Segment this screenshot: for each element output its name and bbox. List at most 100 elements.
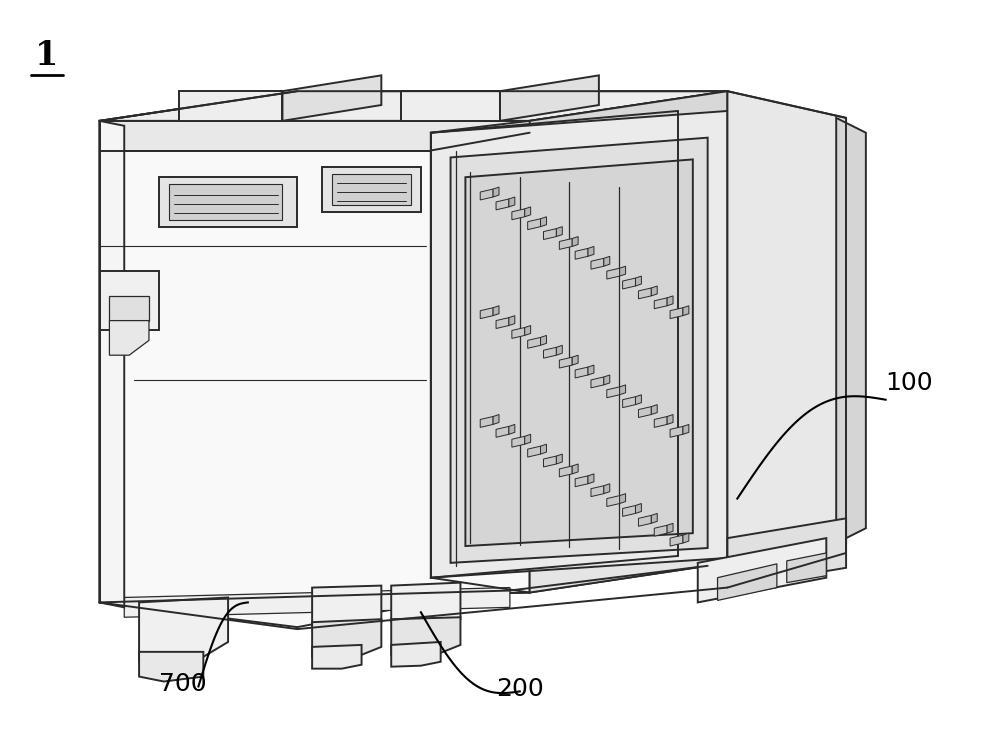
Polygon shape: [100, 271, 159, 330]
Polygon shape: [391, 617, 460, 655]
Polygon shape: [698, 538, 826, 603]
Polygon shape: [591, 486, 604, 497]
Polygon shape: [670, 535, 683, 546]
Polygon shape: [100, 121, 530, 603]
Polygon shape: [282, 75, 381, 121]
Text: 200: 200: [496, 677, 544, 701]
Polygon shape: [391, 642, 441, 667]
Polygon shape: [718, 564, 777, 601]
Polygon shape: [179, 91, 282, 121]
Polygon shape: [500, 75, 599, 121]
Polygon shape: [556, 227, 562, 236]
Polygon shape: [727, 518, 846, 588]
Polygon shape: [575, 248, 588, 260]
Polygon shape: [559, 466, 572, 477]
Polygon shape: [509, 424, 515, 434]
Polygon shape: [651, 404, 657, 415]
Polygon shape: [312, 619, 381, 656]
Polygon shape: [496, 199, 509, 210]
Polygon shape: [591, 258, 604, 269]
Polygon shape: [559, 357, 572, 368]
Polygon shape: [667, 415, 673, 424]
Polygon shape: [544, 348, 556, 358]
Polygon shape: [480, 416, 493, 427]
Polygon shape: [312, 645, 362, 668]
Polygon shape: [591, 377, 604, 388]
Polygon shape: [109, 296, 149, 321]
Polygon shape: [312, 586, 381, 625]
Polygon shape: [530, 91, 727, 151]
Polygon shape: [635, 276, 641, 286]
Polygon shape: [607, 268, 620, 279]
Polygon shape: [623, 278, 635, 289]
Polygon shape: [620, 494, 626, 504]
Polygon shape: [654, 525, 667, 536]
Polygon shape: [541, 444, 546, 454]
Polygon shape: [607, 387, 620, 398]
Polygon shape: [525, 207, 531, 217]
Polygon shape: [575, 476, 588, 486]
Polygon shape: [322, 167, 421, 212]
Text: 700: 700: [159, 672, 206, 697]
Polygon shape: [512, 436, 525, 447]
Polygon shape: [620, 385, 626, 395]
Polygon shape: [480, 189, 493, 200]
Polygon shape: [604, 483, 610, 494]
Polygon shape: [509, 197, 515, 207]
Polygon shape: [528, 337, 541, 348]
Polygon shape: [541, 336, 546, 345]
Polygon shape: [572, 464, 578, 474]
Polygon shape: [670, 427, 683, 437]
Polygon shape: [431, 111, 727, 577]
Polygon shape: [493, 306, 499, 316]
Polygon shape: [480, 308, 493, 319]
Polygon shape: [575, 367, 588, 378]
Polygon shape: [683, 533, 689, 543]
Polygon shape: [654, 298, 667, 309]
Polygon shape: [544, 228, 556, 239]
Polygon shape: [525, 434, 531, 444]
Polygon shape: [607, 495, 620, 507]
Polygon shape: [509, 316, 515, 325]
Polygon shape: [604, 375, 610, 385]
Polygon shape: [638, 407, 651, 418]
Polygon shape: [623, 506, 635, 516]
Text: 100: 100: [886, 371, 933, 395]
Polygon shape: [100, 91, 727, 121]
Polygon shape: [588, 474, 594, 483]
Polygon shape: [109, 321, 149, 355]
Polygon shape: [836, 118, 866, 543]
Polygon shape: [559, 239, 572, 249]
Polygon shape: [401, 91, 500, 121]
Polygon shape: [651, 286, 657, 296]
Polygon shape: [541, 217, 546, 227]
Polygon shape: [620, 266, 626, 276]
Polygon shape: [496, 318, 509, 328]
Polygon shape: [496, 427, 509, 437]
Polygon shape: [100, 121, 530, 151]
Polygon shape: [667, 523, 673, 533]
Polygon shape: [635, 395, 641, 404]
Polygon shape: [544, 456, 556, 467]
Polygon shape: [159, 178, 297, 227]
Polygon shape: [556, 345, 562, 355]
Polygon shape: [465, 160, 693, 546]
Polygon shape: [493, 187, 499, 197]
Polygon shape: [124, 588, 510, 617]
Polygon shape: [572, 355, 578, 365]
Polygon shape: [493, 415, 499, 424]
Polygon shape: [604, 257, 610, 266]
Polygon shape: [588, 246, 594, 257]
Polygon shape: [528, 446, 541, 457]
Polygon shape: [332, 175, 411, 205]
Polygon shape: [670, 308, 683, 319]
Polygon shape: [530, 91, 727, 592]
Polygon shape: [556, 454, 562, 464]
Polygon shape: [651, 513, 657, 523]
Polygon shape: [654, 416, 667, 427]
Polygon shape: [525, 325, 531, 336]
Polygon shape: [451, 138, 708, 562]
Polygon shape: [635, 504, 641, 513]
Polygon shape: [638, 288, 651, 299]
Polygon shape: [139, 598, 228, 662]
